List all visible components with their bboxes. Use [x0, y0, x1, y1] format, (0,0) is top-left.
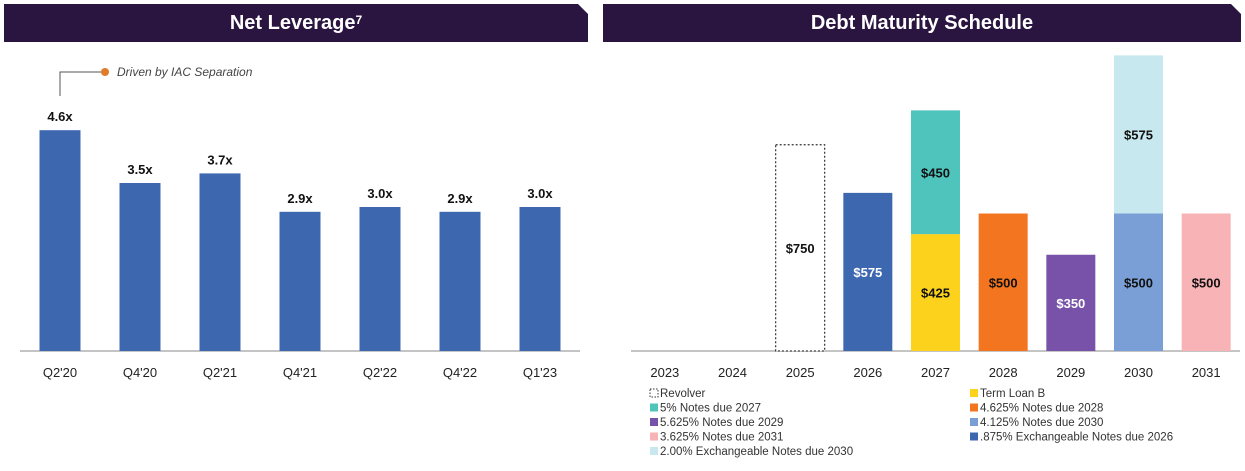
leverage-tick-q4-20: Q4'20 [123, 365, 157, 380]
legend-swatch-term-loan-b [970, 389, 978, 397]
legend-swatch-4-625-notes-due-2028 [970, 403, 978, 412]
leverage-label-q2-20: 4.6x [47, 109, 73, 124]
debt-maturity-chart: $750 $425 $450 $500 $350 $500 $500 $575 $575 2023… [631, 55, 1240, 380]
legend-label-5-notes-due-2027: 5% Notes due 2027 [660, 403, 761, 415]
debt-bar-3-625-notes-due-2031-2031 [1181, 213, 1231, 351]
legend-label-875-exchangeable-notes-due-2026: .875% Exchangeable Notes due 2026 [980, 432, 1173, 444]
debt-tick-2024: 2024 [718, 365, 747, 380]
debt-tick-2031: 2031 [1192, 365, 1221, 380]
debt-tick-2027: 2027 [921, 365, 950, 380]
debt-label-2-00-exchangeable-notes-due-2030-2030: $575 [1124, 127, 1153, 142]
annotation-dot-icon [101, 68, 109, 76]
debt-bar-5-625-notes-due-2029-2029 [1046, 254, 1096, 351]
leverage-bar-q2-20 [39, 130, 81, 351]
debt-tick-2028: 2028 [989, 365, 1018, 380]
debt-tick-2030: 2030 [1124, 365, 1153, 380]
legend-label-4-625-notes-due-2028: 4.625% Notes due 2028 [980, 403, 1103, 415]
leverage-label-q2-21: 3.7x [207, 152, 233, 167]
net-leverage-title-text: Net Leverage [229, 11, 356, 34]
legend-label-5-625-notes-due-2029: 5.625% Notes due 2029 [660, 417, 783, 429]
debt-tick-2026: 2026 [853, 365, 882, 380]
leverage-tick-q4-22: Q4'22 [443, 365, 477, 380]
leverage-bar-q4-20 [119, 183, 161, 351]
debt-label-revolver-2025: $750 [786, 241, 815, 256]
debt-bar-4-625-notes-due-2028-2028 [978, 213, 1028, 351]
legend-swatch-875-exchangeable-notes-due-2026 [970, 432, 978, 441]
leverage-tick-q4-21: Q4'21 [283, 365, 317, 380]
debt-label-4-625-notes-due-2028-2028: $500 [989, 275, 1018, 290]
debt-bar-revolver-2025 [775, 144, 826, 352]
legend-swatch-3-625-notes-due-2031 [650, 432, 658, 441]
iac-annotation: Driven by IAC Separation [59, 65, 253, 96]
debt-maturity-legend: Revolver Term Loan B 5% Notes due 2027 4.62… [649, 388, 1173, 458]
legend-label-3-625-notes-due-2031: 3.625% Notes due 2031 [660, 432, 783, 444]
banner-corner-left [578, 4, 588, 14]
net-leverage-title: Net Leverage 7 [4, 4, 588, 42]
banner-corner-right [1231, 4, 1241, 14]
debt-maturity-title: Debt Maturity Schedule [603, 4, 1241, 42]
leverage-bar-q2-21 [199, 173, 241, 351]
legend-swatch-5-625-notes-due-2029 [650, 418, 658, 426]
legend-label-2-00-exchangeable-notes-due-2030: 2.00% Exchangeable Notes due 2030 [660, 446, 853, 458]
debt-maturity-title-text: Debt Maturity Schedule [810, 11, 1034, 34]
debt-label-5-625-notes-due-2029-2029: $350 [1056, 296, 1085, 311]
debt-label-3-625-notes-due-2031-2031: $500 [1192, 275, 1221, 290]
legend-swatch-revolver [649, 388, 659, 398]
leverage-tick-q1-23: Q1'23 [523, 365, 557, 380]
debt-label-term-loan-b-2027: $425 [921, 286, 950, 301]
leverage-label-q4-22: 2.9x [447, 191, 473, 206]
leverage-label-q2-22: 3.0x [367, 186, 393, 201]
leverage-label-q4-21: 2.9x [287, 191, 313, 206]
footnote-marker: 7 [355, 13, 363, 27]
legend-swatch-2-00-exchangeable-notes-due-2030 [650, 447, 658, 455]
leverage-bar-q4-21 [279, 211, 321, 351]
legend-swatch-5-notes-due-2027 [650, 403, 658, 412]
debt-bar-2-00-exchangeable-notes-due-2030-2030 [1114, 55, 1163, 214]
legend-label-4-125-notes-due-2030: 4.125% Notes due 2030 [980, 417, 1103, 429]
legend-label-revolver: Revolver [660, 388, 706, 400]
leverage-bar-q2-22 [359, 207, 401, 351]
debt-bar-term-loan-b-2027 [911, 234, 960, 351]
leverage-tick-q2-21: Q2'21 [203, 365, 237, 380]
leverage-tick-q2-20: Q2'20 [43, 365, 77, 380]
debt-label-5-notes-due-2027-2027: $450 [921, 165, 950, 180]
debt-tick-2029: 2029 [1056, 365, 1085, 380]
leverage-bar-q1-23 [519, 207, 561, 351]
debt-tick-2025: 2025 [786, 365, 815, 380]
net-leverage-chart: 4.6x Q2'20 3.5x Q4'20 3.7x Q2'21 2.9x Q4'21 3.0x… [20, 109, 580, 380]
debt-tick-2023: 2023 [650, 365, 679, 380]
debt-bar-4-125-notes-due-2030-2030 [1114, 213, 1163, 351]
leverage-label-q1-23: 3.0x [527, 186, 553, 201]
debt-bar-875-exchangeable-notes-due-2026-2026 [843, 192, 893, 351]
debt-label-875-exchangeable-notes-due-2026-2026: $575 [853, 265, 882, 280]
leverage-label-q4-20: 3.5x [127, 162, 153, 177]
debt-bar-5-notes-due-2027-2027 [911, 110, 960, 235]
legend-swatch-4-125-notes-due-2030 [970, 418, 978, 426]
leverage-bar-q4-22 [439, 211, 481, 351]
leverage-tick-q2-22: Q2'22 [363, 365, 397, 380]
annotation-text: Driven by IAC Separation [117, 65, 253, 79]
legend-label-term-loan-b: Term Loan B [980, 388, 1046, 400]
annotation-leader-line [59, 71, 102, 96]
debt-label-4-125-notes-due-2030-2030: $500 [1124, 275, 1153, 290]
